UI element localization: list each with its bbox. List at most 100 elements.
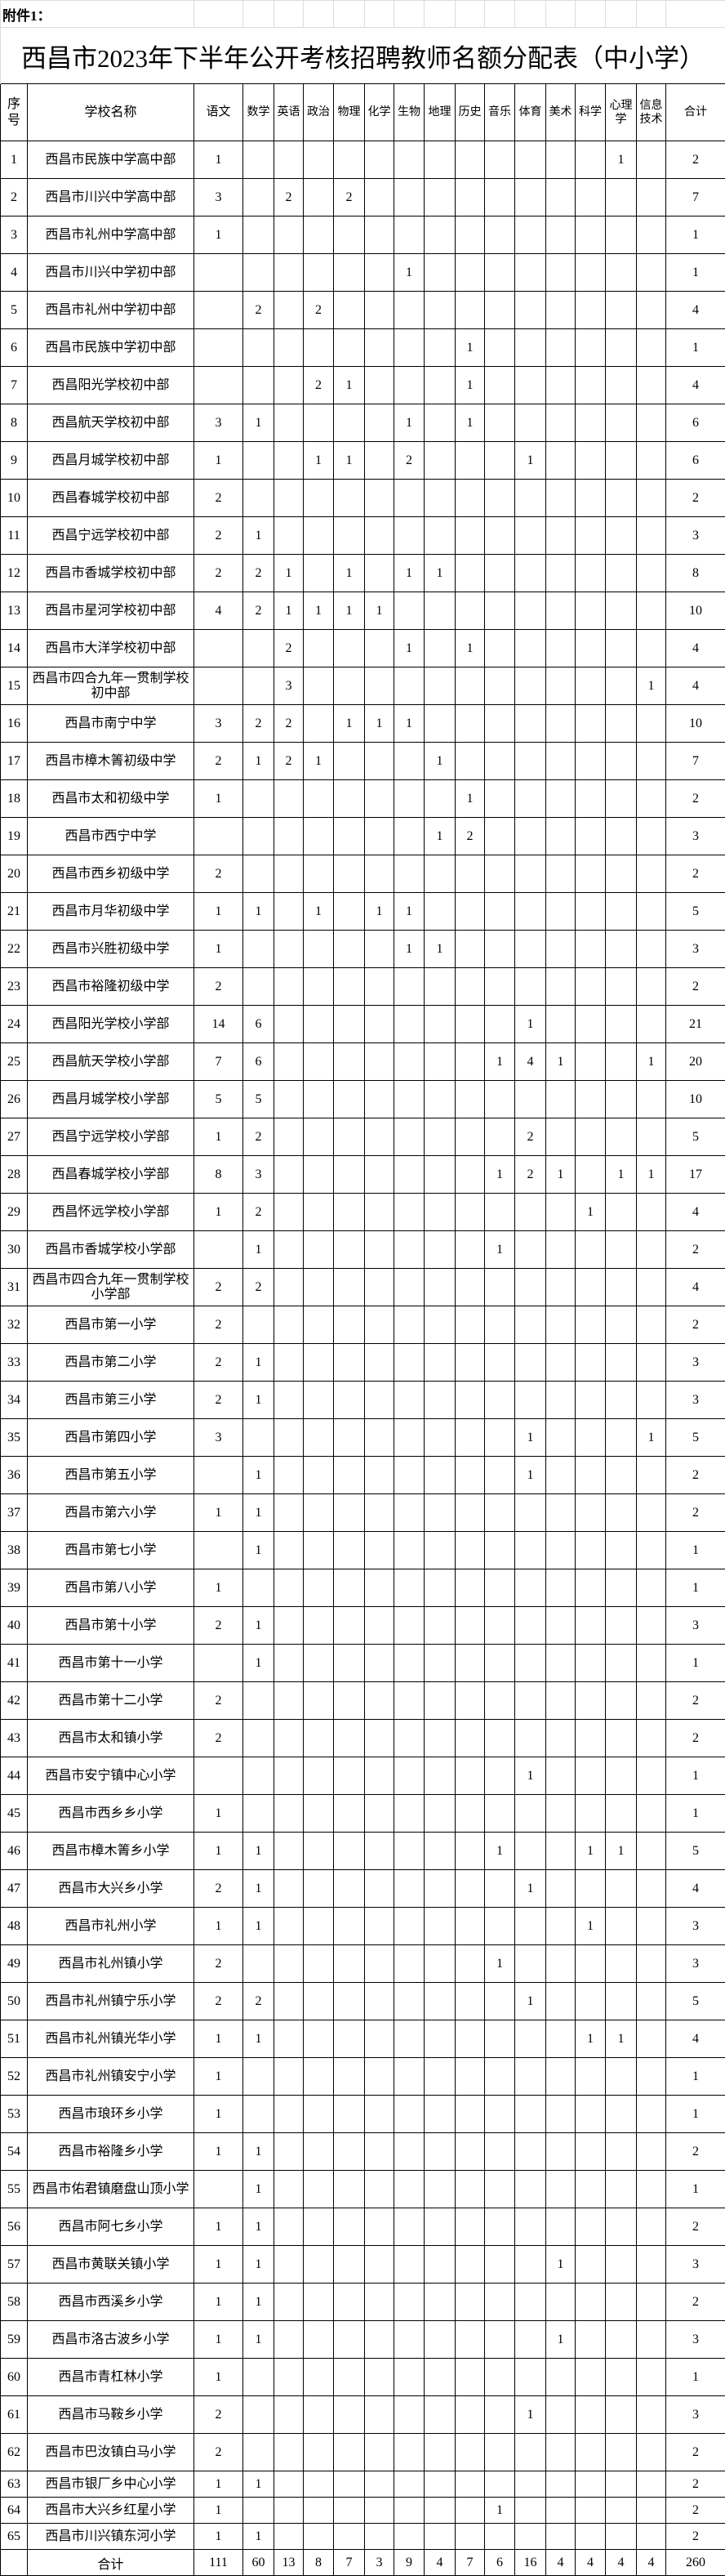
quota-cell [365,1983,394,2020]
row-index: 23 [1,968,28,1006]
quota-cell [243,1419,274,1457]
quota-cell [456,1081,485,1118]
quota-cell [365,630,394,667]
header-subject: 化学 [365,84,394,141]
totals-label: 合计 [28,2550,194,2576]
quota-cell [485,2096,515,2133]
quota-cell: 2 [194,517,243,555]
quota-cell [485,292,515,329]
quota-cell: 1 [365,592,394,630]
quota-cell [334,1382,365,1419]
quota-cell [576,968,606,1006]
quota-cell: 1 [194,2524,243,2550]
row-total: 1 [666,1569,725,1607]
quota-cell: 1 [394,931,425,968]
school-name: 西昌市大洋学校初中部 [28,630,194,667]
row-total: 3 [666,1607,725,1645]
quota-cell [515,1833,546,1870]
row-index: 15 [1,667,28,705]
quota-cell [425,2471,456,2498]
quota-cell [515,2498,546,2524]
quota-cell [606,2096,637,2133]
quota-cell [515,2284,546,2321]
quota-cell [637,818,666,855]
quota-cell [274,1532,304,1569]
quota-cell [243,442,274,480]
quota-cell [485,1870,515,1908]
quota-cell [334,968,365,1006]
school-name: 西昌市樟木箐初级中学 [28,743,194,780]
quota-cell [637,1945,666,1983]
quota-cell [334,931,365,968]
quota-cell [456,1870,485,1908]
quota-cell [515,1607,546,1645]
quota-cell [515,367,546,404]
quota-cell [274,254,304,292]
quota-cell [304,1194,334,1231]
quota-cell [546,442,576,480]
quota-cell [606,2359,637,2396]
quota-cell [606,968,637,1006]
quota-cell [576,1870,606,1908]
quota-cell: 1 [243,893,274,931]
quota-cell: 1 [515,2396,546,2434]
row-total: 2 [666,2524,725,2550]
row-index: 7 [1,367,28,404]
quota-cell [304,404,334,442]
quota-cell [456,2058,485,2096]
quota-cell [365,2396,394,2434]
header-subject: 地理 [425,84,456,141]
school-name: 西昌怀远学校小学部 [28,1194,194,1231]
quota-cell [606,1757,637,1795]
quota-cell [576,404,606,442]
quota-cell [576,1006,606,1043]
quota-cell [515,968,546,1006]
quota-cell [425,1457,456,1494]
quota-cell [456,442,485,480]
quota-cell [546,1118,576,1156]
row-index: 11 [1,517,28,555]
quota-cell [546,179,576,217]
school-name: 西昌市巴汝镇白马小学 [28,2434,194,2471]
quota-cell [637,1081,666,1118]
quota-cell [606,2246,637,2284]
row-index: 27 [1,1118,28,1156]
quota-cell [485,329,515,367]
quota-cell: 1 [243,517,274,555]
quota-cell [576,367,606,404]
quota-cell [576,1795,606,1833]
quota-cell [425,1081,456,1118]
quota-cell [606,1194,637,1231]
quota-cell [425,1118,456,1156]
quota-cell: 1 [194,442,243,480]
quota-cell [394,480,425,517]
quota-cell: 1 [194,2096,243,2133]
school-name: 西昌春城学校初中部 [28,480,194,517]
quota-cell [274,1795,304,1833]
quota-cell [515,2058,546,2096]
school-name: 西昌市太和镇小学 [28,1720,194,1757]
quota-cell [194,818,243,855]
quota-cell [334,1118,365,1156]
quota-cell: 1 [546,2321,576,2359]
quota-cell [304,1720,334,1757]
quota-cell [194,1532,243,1569]
quota-cell [304,2284,334,2321]
quota-cell [425,1344,456,1382]
quota-cell [274,1720,304,1757]
quota-cell [546,2020,576,2058]
header-subject: 科学 [576,84,606,141]
school-name: 西昌市安宁镇中心小学 [28,1757,194,1795]
quota-cell [365,1870,394,1908]
quota-cell: 2 [456,818,485,855]
quota-cell [394,1382,425,1419]
quota-cell [425,1194,456,1231]
quota-cell [274,2359,304,2396]
quota-cell [606,1306,637,1344]
quota-cell [394,1682,425,1720]
